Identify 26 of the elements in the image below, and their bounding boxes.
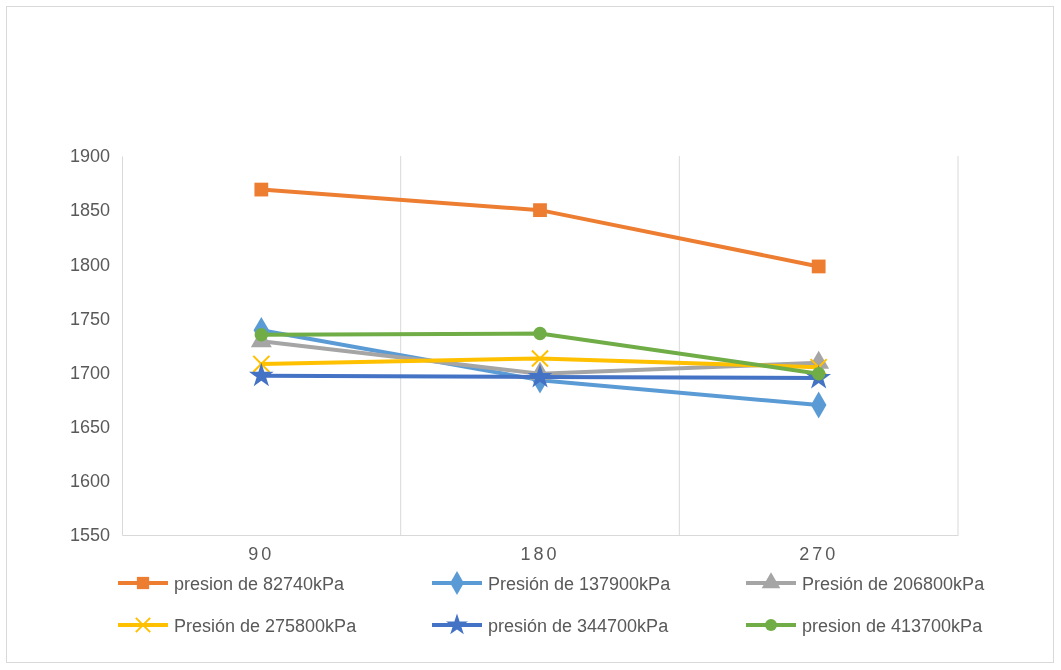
y-tick-label: 1850 xyxy=(69,200,110,221)
x-tick-label: 90 xyxy=(248,543,275,564)
legend-label: Presión de 206800kPa xyxy=(802,574,986,594)
y-tick-label: 1800 xyxy=(69,254,110,275)
legend-label: presion de 413700kPa xyxy=(802,616,984,636)
y-tick-label: 1650 xyxy=(69,416,110,437)
legend-label: presion de 82740kPa xyxy=(174,574,346,594)
y-tick-label: 1700 xyxy=(69,362,110,383)
x-tick-label: 180 xyxy=(520,543,560,564)
legend-label: Presión de 137900kPa xyxy=(488,574,672,594)
legend-label: presión de 344700kPa xyxy=(488,616,670,636)
y-tick-label: 1900 xyxy=(69,146,110,167)
point xyxy=(811,259,826,274)
y-tick-label: 1750 xyxy=(69,308,110,329)
x-tick-label: 270 xyxy=(799,543,839,564)
legend-label: Presión de 275800kPa xyxy=(174,616,358,636)
point xyxy=(527,363,553,388)
y-tick-label: 1550 xyxy=(69,525,110,546)
point xyxy=(254,327,269,342)
point xyxy=(530,349,550,368)
point xyxy=(533,326,547,341)
point xyxy=(248,362,274,387)
point xyxy=(533,203,547,218)
point xyxy=(252,354,271,373)
y-tick-label: 1600 xyxy=(69,471,110,492)
point xyxy=(254,182,269,197)
